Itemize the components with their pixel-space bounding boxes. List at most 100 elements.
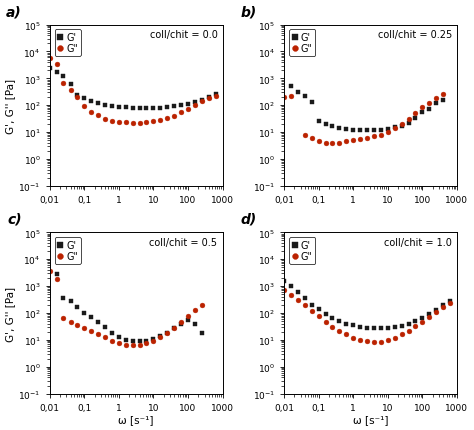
G' [192, 322, 198, 327]
G' [281, 279, 287, 284]
G" [213, 95, 219, 100]
G" [350, 335, 356, 341]
G" [295, 298, 301, 303]
G" [95, 114, 101, 119]
G" [137, 121, 143, 126]
G" [433, 310, 439, 315]
G" [89, 329, 94, 334]
G" [116, 120, 122, 125]
Text: a): a) [6, 5, 22, 19]
G' [337, 319, 342, 324]
G" [343, 332, 349, 337]
G" [82, 326, 87, 331]
G' [364, 128, 370, 133]
G" [185, 313, 191, 319]
G' [288, 85, 294, 90]
G' [399, 323, 404, 329]
G' [213, 92, 219, 97]
G' [68, 83, 73, 88]
G" [74, 95, 80, 101]
G" [316, 140, 321, 145]
Line: G": G" [47, 57, 218, 126]
G' [412, 319, 418, 324]
G' [371, 128, 377, 133]
G' [54, 70, 60, 75]
Text: coll/chit = 1.0: coll/chit = 1.0 [384, 238, 452, 248]
G" [151, 120, 156, 125]
G' [95, 101, 101, 107]
G" [281, 288, 287, 293]
G" [357, 338, 363, 343]
G' [82, 310, 87, 316]
Text: c): c) [8, 212, 22, 226]
G" [385, 338, 391, 343]
G" [371, 135, 377, 140]
G" [151, 339, 156, 344]
G' [433, 307, 439, 313]
G' [206, 95, 212, 100]
G" [323, 320, 328, 325]
Legend: G', G": G', G" [55, 238, 81, 264]
G" [419, 105, 425, 111]
Line: G": G" [282, 288, 453, 344]
G' [102, 103, 108, 108]
G" [337, 141, 342, 146]
G" [144, 120, 149, 126]
Legend: G', G": G', G" [289, 238, 316, 264]
G" [357, 137, 363, 142]
G" [302, 303, 308, 308]
G" [95, 331, 101, 336]
G' [412, 116, 418, 121]
G' [357, 325, 363, 330]
G" [144, 341, 149, 346]
G" [427, 101, 432, 106]
G' [343, 127, 349, 132]
G" [123, 120, 129, 126]
G' [130, 106, 136, 111]
G' [399, 124, 404, 129]
G' [288, 284, 294, 289]
G' [447, 299, 453, 304]
G" [378, 133, 383, 138]
G' [329, 316, 335, 321]
Line: G': G' [289, 85, 446, 133]
G" [364, 136, 370, 141]
G' [144, 106, 149, 111]
G' [178, 322, 184, 327]
G" [158, 335, 164, 340]
G" [288, 94, 294, 99]
G' [316, 120, 321, 125]
G" [412, 324, 418, 329]
Line: G": G" [47, 270, 204, 347]
G' [199, 331, 205, 336]
G' [185, 318, 191, 323]
G" [158, 118, 164, 123]
G' [385, 127, 391, 132]
G' [329, 124, 335, 129]
G" [102, 117, 108, 122]
G" [178, 111, 184, 116]
G" [399, 332, 404, 337]
G' [309, 100, 315, 105]
G" [68, 88, 73, 93]
G' [164, 105, 170, 111]
G" [309, 309, 315, 314]
Y-axis label: G', G'' [Pa]: G', G'' [Pa] [6, 79, 16, 133]
G' [371, 326, 377, 331]
G" [61, 81, 66, 86]
G" [116, 341, 122, 346]
G' [440, 303, 446, 308]
Y-axis label: G', G'' [Pa]: G', G'' [Pa] [6, 286, 16, 341]
G' [440, 98, 446, 103]
G" [309, 136, 315, 141]
Text: b): b) [240, 5, 256, 19]
G' [172, 104, 177, 110]
G" [54, 62, 60, 67]
G' [302, 296, 308, 301]
G" [172, 326, 177, 331]
G" [130, 121, 136, 126]
G' [130, 339, 136, 344]
G' [302, 94, 308, 99]
Legend: G', G": G', G" [55, 31, 81, 57]
G" [164, 331, 170, 336]
